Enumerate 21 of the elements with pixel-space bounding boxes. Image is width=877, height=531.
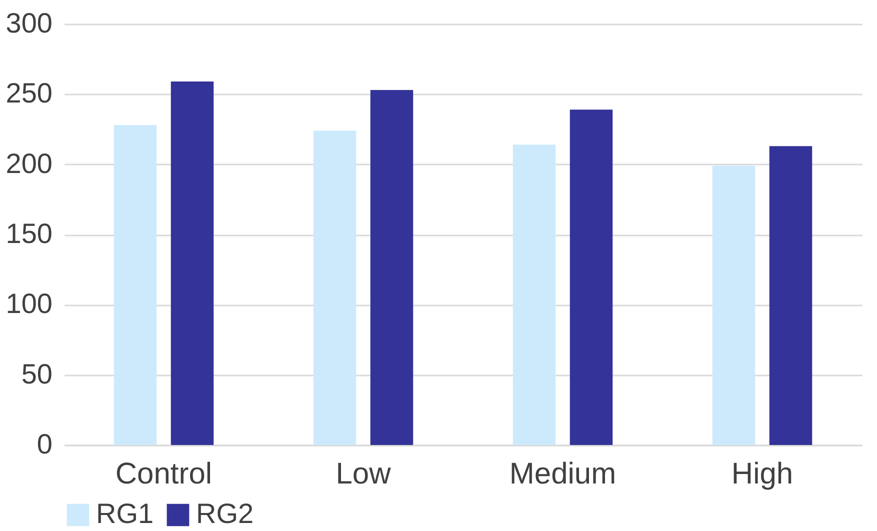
y-tick-label: 150 — [6, 218, 52, 249]
bar — [512, 144, 556, 445]
y-tick-label: 300 — [6, 8, 52, 38]
bar — [370, 90, 414, 445]
y-tick-label: 50 — [21, 358, 52, 390]
bar — [570, 110, 613, 445]
y-tick-label: 200 — [6, 148, 52, 179]
y-tick-label: 100 — [6, 288, 52, 320]
bar — [712, 166, 756, 445]
x-tick-label: High — [731, 458, 794, 490]
bar — [769, 146, 812, 445]
legend-label: RG2 — [196, 498, 254, 529]
y-tick-label: 0 — [36, 428, 52, 460]
legend-label: RG1 — [96, 498, 154, 529]
bar — [170, 82, 214, 445]
x-tick-label: Medium — [509, 458, 616, 490]
y-tick-label: 250 — [6, 78, 52, 109]
x-tick-label: Low — [336, 458, 392, 490]
bar — [313, 130, 356, 445]
x-tick-label: Control — [115, 458, 212, 490]
bar — [114, 125, 157, 445]
